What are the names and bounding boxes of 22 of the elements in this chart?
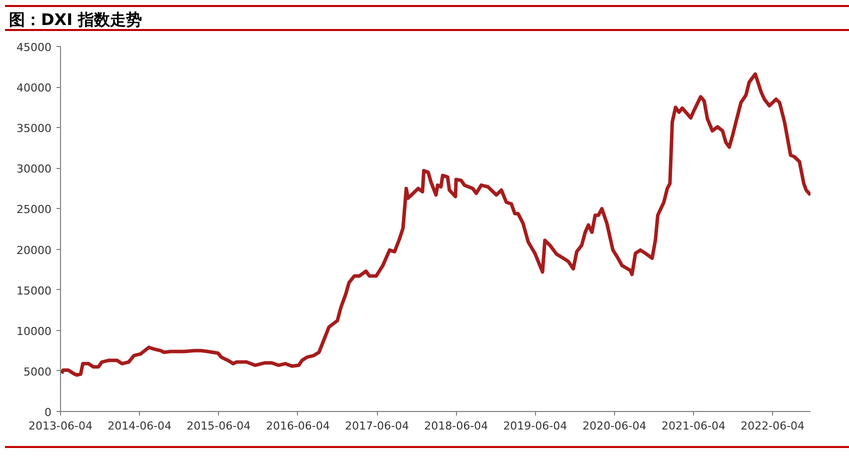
y-tick-label: 40000 <box>16 82 52 95</box>
x-tick-label: 2021-06-04 <box>662 420 726 432</box>
x-tick-label: 2014-06-04 <box>108 420 172 432</box>
y-tick-label: 20000 <box>16 244 52 257</box>
x-tick-label: 2019-06-04 <box>503 420 568 432</box>
x-tick-label: 2015-06-04 <box>186 420 251 432</box>
x-tick-label: 2013-06-04 <box>28 420 92 432</box>
y-tick-label: 10000 <box>16 324 52 338</box>
y-tick-label: 35000 <box>16 122 52 136</box>
x-tick-label: 2022-06-04 <box>740 420 805 432</box>
y-tick-label: 45000 <box>16 41 52 54</box>
x-tick-label: 2017-06-04 <box>345 420 409 432</box>
x-tick-label: 2018-06-04 <box>424 420 488 432</box>
y-tick-label: 5000 <box>24 365 52 378</box>
x-tick-label: 2020-06-04 <box>582 420 646 432</box>
y-tick-label: 0 <box>44 406 52 419</box>
line-series <box>60 72 810 377</box>
chart-title: 图：DXI 指数走势 <box>9 9 142 31</box>
y-tick-label: 15000 <box>16 284 52 298</box>
x-tick-label: 2016-06-04 <box>266 420 330 432</box>
y-tick-label: 30000 <box>16 162 52 176</box>
y-tick-label: 25000 <box>16 203 52 216</box>
